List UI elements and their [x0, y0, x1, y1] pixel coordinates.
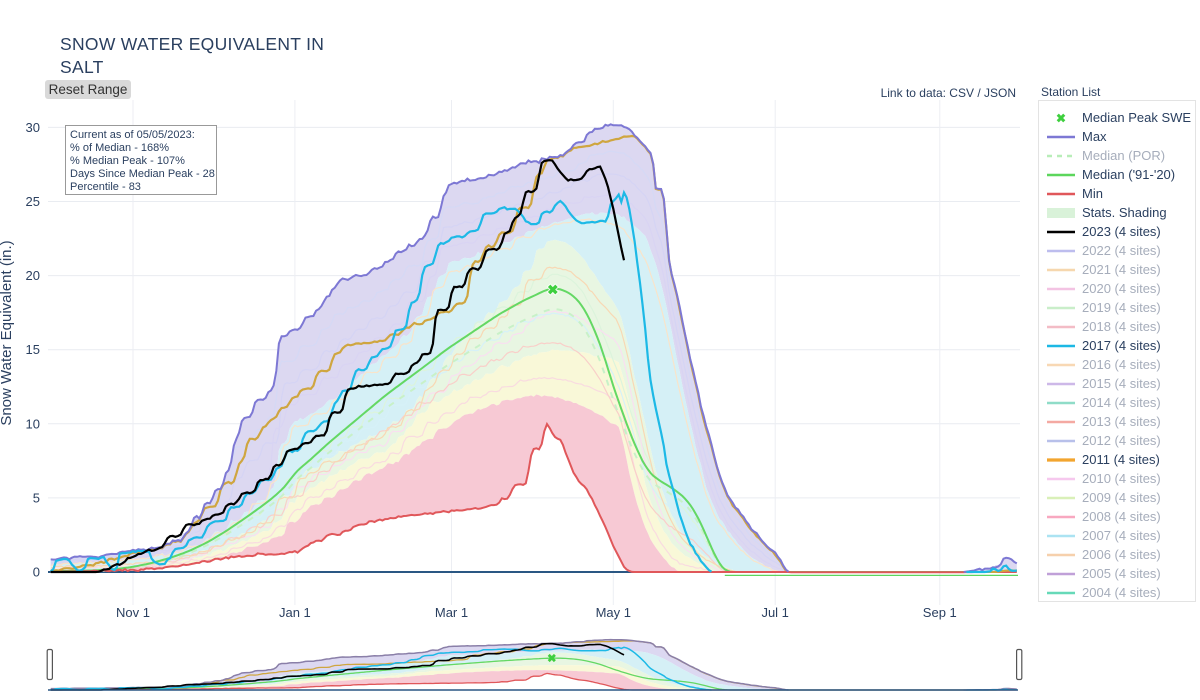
svg-text:5: 5 [33, 490, 40, 505]
svg-text:Jan 1: Jan 1 [279, 605, 311, 620]
svg-text:0: 0 [33, 565, 40, 580]
svg-text:Mar 1: Mar 1 [435, 605, 468, 620]
svg-text:15: 15 [26, 342, 40, 357]
svg-text:Sep 1: Sep 1 [923, 605, 957, 620]
svg-text:10: 10 [26, 416, 40, 431]
svg-text:Jul 1: Jul 1 [761, 605, 788, 620]
svg-text:Snow Water Equivalent (in.): Snow Water Equivalent (in.) [0, 240, 15, 425]
svg-text:May 1: May 1 [596, 605, 631, 620]
svg-text:25: 25 [26, 194, 40, 209]
svg-text:Nov 1: Nov 1 [116, 605, 150, 620]
svg-text:20: 20 [26, 268, 40, 283]
svg-text:30: 30 [26, 120, 40, 135]
